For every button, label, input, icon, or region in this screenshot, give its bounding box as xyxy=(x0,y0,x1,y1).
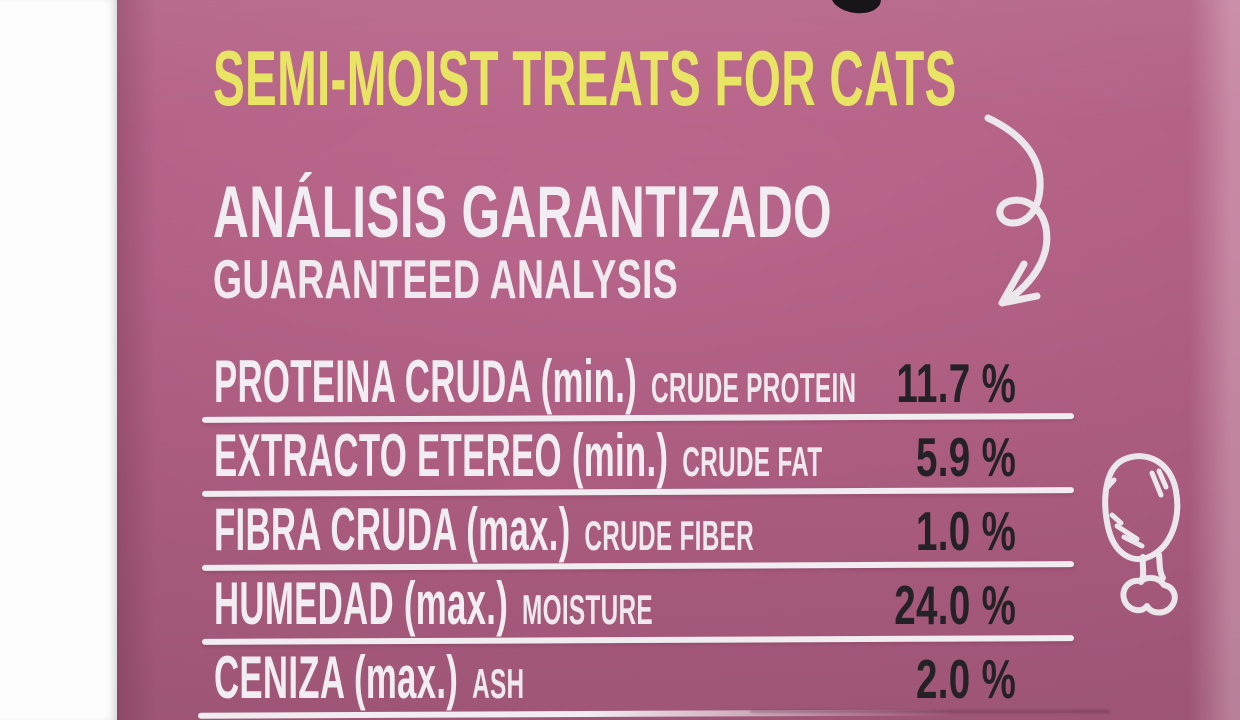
label-spanish: HUMEDAD (max.) xyxy=(214,570,509,637)
row-value: 2.0 % xyxy=(915,648,1016,710)
row-value: 11.7 % xyxy=(896,352,1016,414)
analysis-row-ash: CENIZA (max.) ASH 2.0 % xyxy=(196,648,1076,720)
analysis-title-english: GUARANTEED ANALYSIS xyxy=(213,248,679,310)
package-crease xyxy=(750,710,1110,713)
analysis-row-crude-fat: EXTRACTO ETEREO (min.) CRUDE FAT 5.9 % xyxy=(196,426,1076,500)
row-value: 24.0 % xyxy=(894,574,1016,636)
label-spanish: FIBRA CRUDA (max.) xyxy=(214,496,571,563)
row-labels: PROTEINA CRUDA (min.) CRUDE PROTEIN xyxy=(214,352,856,412)
analysis-title-spanish: ANÁLISIS GARANTIZADO xyxy=(213,172,833,253)
row-value: 5.9 % xyxy=(915,426,1016,488)
analysis-table: PROTEINA CRUDA (min.) CRUDE PROTEIN 11.7 … xyxy=(196,352,1076,720)
label-english: CRUDE FIBER xyxy=(584,512,755,559)
label-spanish: EXTRACTO ETEREO (min.) xyxy=(214,422,669,489)
label-english: CRUDE PROTEIN xyxy=(650,364,857,411)
doodle-arrow-icon xyxy=(984,114,1051,307)
row-value: 1.0 % xyxy=(915,500,1016,562)
row-labels: FIBRA CRUDA (max.) CRUDE FIBER xyxy=(214,500,754,560)
analysis-row-crude-fiber: FIBRA CRUDA (max.) CRUDE FIBER 1.0 % xyxy=(196,500,1076,574)
row-labels: EXTRACTO ETEREO (min.) CRUDE FAT xyxy=(214,426,822,486)
row-labels: HUMEDAD (max.) MOISTURE xyxy=(214,574,653,634)
package-background xyxy=(117,0,1240,720)
label-spanish: PROTEINA CRUDA (min.) xyxy=(214,348,638,415)
product-tagline: SEMI-MOIST TREATS FOR CATS xyxy=(213,34,957,122)
row-labels: CENIZA (max.) ASH xyxy=(214,648,524,708)
label-spanish: CENIZA (max.) xyxy=(214,644,459,711)
drumstick-icon xyxy=(1102,453,1181,616)
label-english: MOISTURE xyxy=(522,586,653,633)
label-english: ASH xyxy=(472,660,525,707)
analysis-row-crude-protein: PROTEINA CRUDA (min.) CRUDE PROTEIN 11.7 … xyxy=(196,352,1076,426)
label-english: CRUDE FAT xyxy=(682,438,823,485)
left-white-margin xyxy=(0,0,117,720)
analysis-row-moisture: HUMEDAD (max.) MOISTURE 24.0 % xyxy=(196,574,1076,648)
